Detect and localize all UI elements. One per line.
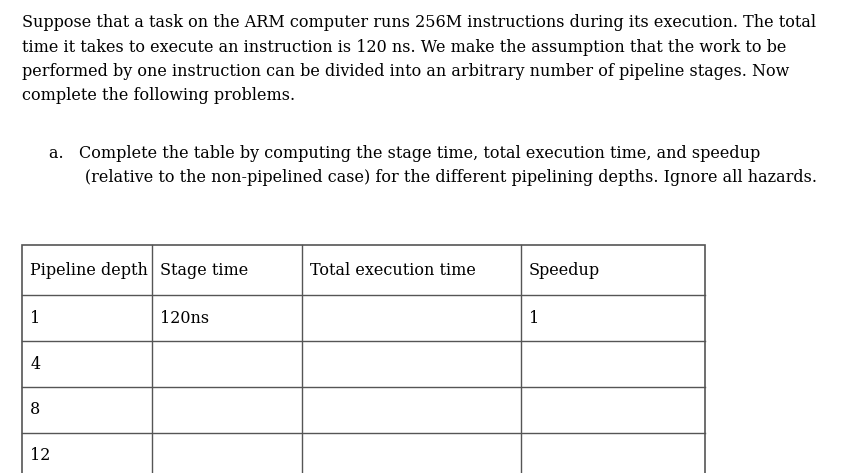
Text: 4: 4 [30,356,41,373]
Text: Stage time: Stage time [160,262,248,279]
Text: 1: 1 [528,310,538,327]
Text: 120ns: 120ns [160,310,208,327]
Text: a.   Complete the table by computing the stage time, total execution time, and s: a. Complete the table by computing the s… [49,145,816,186]
Text: Total execution time: Total execution time [310,262,475,279]
Text: 12: 12 [30,447,51,464]
Text: Speedup: Speedup [528,262,599,279]
Text: 8: 8 [30,401,41,418]
Text: Pipeline depth: Pipeline depth [30,262,148,279]
Text: Suppose that a task on the ARM computer runs 256M instructions during its execut: Suppose that a task on the ARM computer … [22,15,815,104]
Text: 1: 1 [30,310,41,327]
